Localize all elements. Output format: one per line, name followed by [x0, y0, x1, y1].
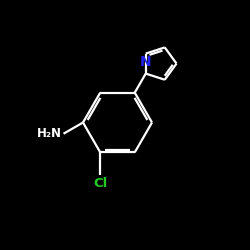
Text: Cl: Cl	[93, 177, 108, 190]
Text: N: N	[140, 55, 151, 69]
Text: H₂N: H₂N	[36, 127, 62, 140]
